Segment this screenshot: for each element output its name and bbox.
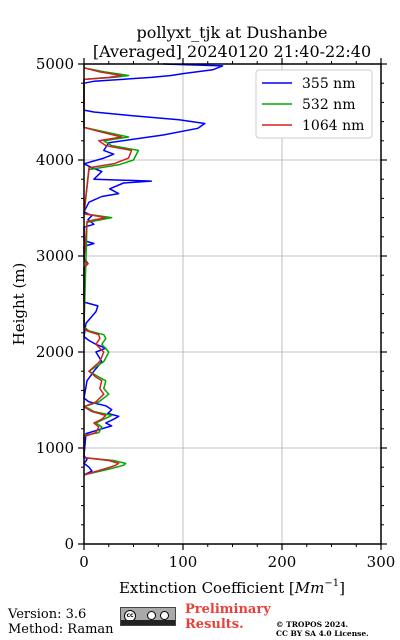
legend-label-532: 532 nm: [302, 97, 355, 113]
x-axis-label-exponent: −1: [324, 578, 339, 589]
copyright-line1: © TROPOS 2024.: [276, 620, 349, 629]
preliminary-line1: Preliminary: [185, 602, 271, 617]
legend-label-1064: 1064 nm: [302, 118, 364, 134]
series-line-3: [83, 67, 133, 476]
y-axis-label: Height (m): [10, 263, 28, 346]
legend-label-355: 355 nm: [302, 76, 355, 92]
by-person-icon: [147, 611, 156, 620]
copyright-line2: CC BY SA 4.0 License.: [276, 629, 369, 638]
y-tick-label: 3000: [36, 247, 74, 265]
x-tick-label: 300: [367, 553, 396, 571]
x-tick-label: 0: [79, 553, 89, 571]
preliminary-line2: Results.: [185, 617, 244, 632]
x-axis-label-text: Extinction Coefficient [: [119, 579, 295, 597]
cc-badge-band: [121, 620, 175, 625]
x-tick-label: 100: [169, 553, 198, 571]
extinction-profile-chart: pollyxt_tjk at Dushanbe [Averaged] 20240…: [10, 23, 396, 597]
x-tick-label: 200: [268, 553, 297, 571]
y-tick-label: 4000: [36, 151, 74, 169]
method-label: Method: Raman: [8, 622, 114, 637]
data-series: [83, 63, 224, 476]
preliminary-notice: Preliminary Results.: [185, 602, 271, 632]
chart-title-line2: [Averaged] 20240120 21:40-22:40: [93, 42, 371, 61]
x-axis-label-end: ]: [339, 579, 345, 597]
y-tick-label: 2000: [36, 343, 74, 361]
series-line-2: [83, 67, 140, 476]
y-tick-label: 1000: [36, 439, 74, 457]
legend: 355 nm 532 nm 1064 nm: [255, 69, 373, 139]
y-tick-label: 5000: [36, 55, 74, 73]
y-tick-label: 0: [64, 535, 74, 553]
cc-by-sa-icon: cc: [120, 607, 176, 626]
copyright-notice: © TROPOS 2024. CC BY SA 4.0 License.: [276, 620, 369, 638]
version-label: Version: 3.6: [8, 607, 87, 622]
sa-circle-icon: [160, 611, 169, 620]
x-axis-label-unit: Mm: [294, 579, 325, 597]
legend-box: [255, 69, 373, 139]
x-axis-label: Extinction Coefficient [Mm−1]: [119, 578, 345, 597]
chart-title-line1: pollyxt_tjk at Dushanbe: [136, 23, 327, 42]
